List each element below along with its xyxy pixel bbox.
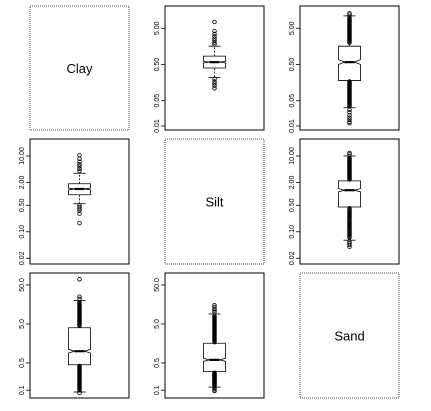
outlier-point (212, 81, 217, 86)
panel-frame (299, 138, 400, 265)
outlier-point (77, 152, 82, 158)
y-tick-label: 0.50 (289, 58, 296, 72)
outlier-point (77, 159, 82, 165)
outlier-point (77, 162, 82, 167)
y-tick-label: 5.0 (19, 319, 26, 329)
y-tick-label: 0.50 (19, 198, 26, 212)
outlier-cluster-point (212, 313, 217, 319)
outlier-point (212, 34, 217, 39)
y-tick-label: 0.50 (289, 198, 296, 212)
outlier-point (347, 120, 352, 126)
notched-box (203, 342, 226, 373)
outlier-point (347, 11, 352, 16)
variable-label: Sand (334, 329, 364, 344)
outlier-point (212, 86, 217, 91)
outlier-cluster-point (77, 300, 82, 305)
outlier-point (77, 220, 82, 226)
outlier-point (212, 19, 217, 25)
panels-layer: Clay 0.01 0.05 0.50 5.00 0.01 0.05 0.50 5.00 0.02… (19, 5, 400, 399)
panel-silt-diag: Silt (164, 138, 265, 265)
notched-box (338, 180, 361, 208)
outlier-point (212, 31, 217, 37)
outlier-cluster-point (212, 370, 217, 375)
variable-label: Silt (205, 195, 223, 210)
y-tick-label: 5.00 (289, 21, 296, 35)
outlier-point (212, 303, 217, 308)
y-tick-label: 50.0 (19, 278, 26, 292)
y-tick-label: 50.0 (154, 278, 161, 292)
y-tick-label: 2.00 (19, 176, 26, 190)
outlier-point (347, 244, 352, 250)
y-tick-label: 10.00 (19, 147, 26, 165)
outlier-point (347, 110, 352, 115)
y-tick-label: 0.5 (154, 358, 161, 368)
panel-clay-sand: 0.01 0.05 0.50 5.00 (289, 5, 400, 133)
outlier-point (347, 115, 352, 120)
y-tick-label: 0.05 (154, 94, 161, 108)
panel-silt-sand: 0.02 0.10 0.50 2.00 10.00 (289, 138, 400, 265)
y-tick-label: 0.01 (289, 119, 296, 133)
outlier-point (212, 40, 217, 45)
panel-sand-clay: 0.1 0.5 5.0 50.0 (19, 272, 130, 399)
panel-silt-clay: 0.02 0.10 0.50 2.00 10.00 (19, 138, 130, 265)
outlier-cluster-point (347, 155, 352, 160)
panel-sand-silt: 0.1 0.5 5.0 50.0 (154, 272, 265, 399)
outlier-point (77, 211, 82, 216)
outlier-cluster-point (77, 363, 82, 369)
y-tick-label: 0.1 (19, 385, 26, 395)
diagonal-frame (29, 5, 130, 131)
outlier-point (77, 206, 82, 212)
outlier-point (212, 304, 217, 310)
y-tick-label: 0.5 (19, 358, 26, 368)
y-tick-label: 0.01 (154, 119, 161, 133)
notched-box (338, 45, 361, 81)
outlier-cluster-point (347, 205, 352, 211)
y-tick-label: 0.10 (19, 225, 26, 239)
outlier-point (77, 277, 82, 282)
outlier-point (212, 79, 217, 84)
outlier-point (212, 388, 217, 394)
outlier-cluster-point (347, 15, 352, 20)
outlier-point (77, 208, 82, 213)
y-tick-label: 0.50 (154, 58, 161, 72)
panel-frame (164, 272, 265, 399)
variable-label: Clay (66, 61, 93, 76)
outlier-point (212, 76, 217, 82)
outlier-point (212, 38, 217, 43)
panel-frame (164, 5, 265, 131)
outlier-point (212, 83, 217, 88)
outlier-point (347, 112, 352, 118)
outlier-point (212, 36, 217, 41)
y-tick-label: 0.02 (19, 251, 26, 265)
y-tick-label: 0.1 (154, 385, 161, 395)
y-tick-label: 5.0 (154, 319, 161, 329)
panel-clay-silt: 0.01 0.05 0.50 5.00 (154, 5, 265, 133)
outlier-point (347, 150, 352, 156)
panel-frame (299, 5, 400, 131)
panel-frame (29, 272, 130, 399)
outlier-point (77, 166, 82, 171)
panel-sand-diag: Sand (299, 272, 400, 399)
outlier-point (77, 168, 82, 174)
panel-frame (29, 138, 130, 265)
outlier-point (347, 242, 352, 248)
outlier-point (77, 294, 82, 299)
y-tick-label: 5.00 (154, 21, 161, 35)
y-tick-label: 0.05 (289, 94, 296, 108)
outlier-point (77, 164, 82, 169)
y-tick-label: 2.00 (289, 176, 296, 190)
y-tick-label: 0.02 (289, 251, 296, 265)
outlier-cluster-point (347, 79, 352, 84)
outlier-point (212, 28, 217, 34)
panel-clay-diag: Clay (29, 5, 130, 131)
notched-box (68, 327, 91, 366)
y-tick-label: 0.10 (289, 225, 296, 239)
y-tick-label: 10.00 (289, 147, 296, 165)
